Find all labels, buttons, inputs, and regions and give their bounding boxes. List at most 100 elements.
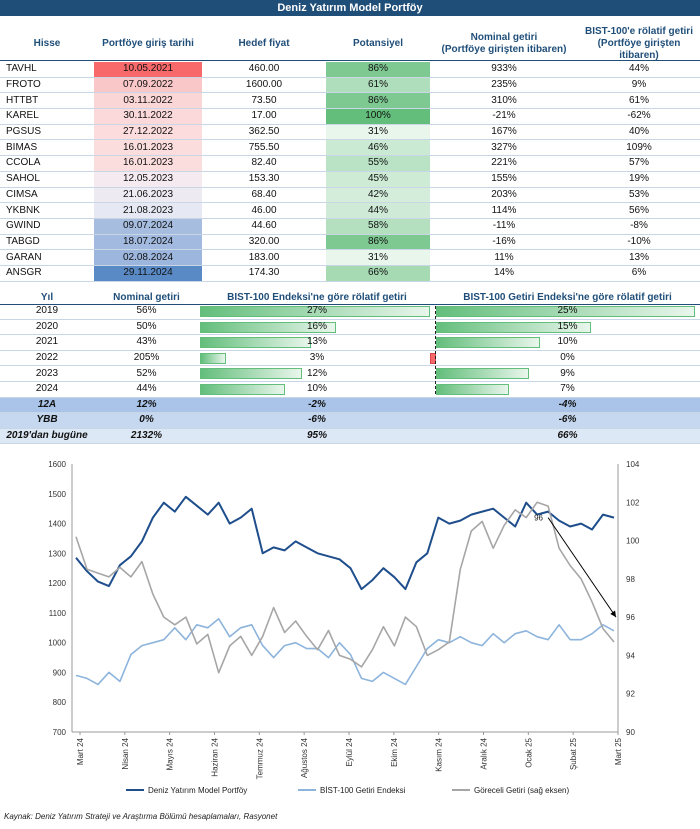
entry-date-cell: 10.05.2021	[94, 62, 202, 78]
year-cell: 2021	[0, 334, 94, 351]
entry-date-cell: 16.01.2023	[94, 139, 202, 157]
rel-bist100-cell: 10%	[199, 381, 435, 398]
x-tick-label: Mart 24	[76, 737, 85, 765]
summary-rel1-cell: -6%	[199, 412, 435, 429]
bar-label: 0%	[560, 352, 575, 364]
left-tick-label: 1000	[48, 639, 66, 648]
potential-cell: 31%	[326, 124, 430, 141]
potential-cell: 42%	[326, 187, 430, 204]
summary-row: 12A 12% -2% -4%	[0, 397, 700, 414]
x-tick-label: Kasım 24	[435, 737, 444, 771]
left-tick-label: 1200	[48, 579, 66, 588]
yearly-nominal-cell: 43%	[94, 334, 199, 351]
stock-cell: SAHOL	[0, 171, 94, 188]
table-row: TABGD 18.07.2024 320.00 86% -16% -10%	[0, 234, 700, 251]
bar-label: 13%	[306, 336, 327, 348]
table-row: 2020 50% 16% 15%	[0, 319, 700, 336]
table-row: BIMAS 16.01.2023 755.50 46% 327% 109%	[0, 139, 700, 157]
legend-label: Göreceli Getiri (sağ eksen)	[474, 786, 569, 795]
rel-bist100-return-cell: 15%	[435, 319, 700, 336]
x-tick-label: Ekim 24	[390, 737, 399, 766]
entry-date-cell: 21.06.2023	[94, 187, 202, 204]
table-row: 2023 52% 12% 9%	[0, 365, 700, 382]
relative-return-cell: 6%	[578, 265, 700, 282]
nominal-return-cell: 235%	[430, 77, 578, 94]
left-tick-label: 900	[53, 668, 67, 677]
data-bar	[436, 368, 530, 380]
summary-rel2-cell: -4%	[435, 397, 700, 414]
target-price-cell: 460.00	[202, 62, 326, 78]
summary-rel1-cell: -2%	[199, 397, 435, 414]
entry-date-cell: 29.11.2024	[94, 265, 202, 282]
table-row: CIMSA 21.06.2023 68.40 42% 203% 53%	[0, 187, 700, 204]
summary-label-cell: 2019'dan bugüne	[0, 428, 94, 445]
rel-bist100-cell: 3%	[199, 350, 435, 367]
potential-cell: 86%	[326, 62, 430, 78]
summary-rel2-cell: 66%	[435, 428, 700, 445]
entry-date-cell: 27.12.2022	[94, 124, 202, 141]
left-tick-label: 1300	[48, 549, 66, 558]
potential-cell: 44%	[326, 202, 430, 219]
rel-bist100-cell: 27%	[199, 304, 435, 320]
x-tick-label: Mart 25	[614, 737, 623, 765]
table-row: 2024 44% 10% 7%	[0, 381, 700, 398]
header-entry-date: Portföye giriş tarihi	[102, 38, 194, 49]
relative-return-cell: 57%	[578, 155, 700, 172]
target-price-cell: 320.00	[202, 234, 326, 251]
summary-row: 2019'dan bugüne 2132% 95% 66%	[0, 428, 700, 445]
nominal-return-cell: 114%	[430, 202, 578, 219]
relative-return-cell: -8%	[578, 218, 700, 235]
stock-cell: YKBNK	[0, 202, 94, 219]
x-tick-label: Eylül 24	[345, 737, 354, 766]
year-cell: 2024	[0, 381, 94, 398]
target-price-cell: 44.60	[202, 218, 326, 235]
target-price-cell: 17.00	[202, 108, 326, 125]
potential-cell: 86%	[326, 92, 430, 110]
x-tick-label: Ocak 25	[524, 737, 533, 767]
summary-rel2-cell: -6%	[435, 412, 700, 429]
potential-cell: 31%	[326, 249, 430, 266]
left-tick-label: 1100	[49, 609, 67, 618]
data-bar	[436, 383, 509, 395]
right-tick-label: 98	[626, 575, 635, 584]
potential-cell: 100%	[326, 108, 430, 125]
relative-return-cell: 53%	[578, 187, 700, 204]
right-tick-label: 94	[626, 651, 635, 660]
relative-return-cell: 13%	[578, 249, 700, 266]
entry-date-cell: 09.07.2024	[94, 218, 202, 235]
yearly-nominal-cell: 44%	[94, 381, 199, 398]
yearly-header-row: Yıl Nominal getiri BIST-100 Endeksi'ne g…	[0, 290, 700, 304]
portfolio-header-divider	[0, 60, 700, 61]
summary-label-cell: 12A	[0, 397, 94, 414]
nominal-return-cell: 11%	[430, 249, 578, 266]
header-nominal-return: Nominal getiri (Portföye girişten itibar…	[441, 32, 567, 55]
header-relative-return: BIST-100'e rölatif getiri (Portföye giri…	[585, 26, 693, 61]
nominal-return-cell: 203%	[430, 187, 578, 204]
relative-return-cell: -62%	[578, 108, 700, 125]
potential-cell: 46%	[326, 139, 430, 157]
year-cell: 2022	[0, 350, 94, 367]
target-price-cell: 153.30	[202, 171, 326, 188]
entry-date-cell: 16.01.2023	[94, 155, 202, 172]
relative-return-cell: 40%	[578, 124, 700, 141]
bar-label: 3%	[309, 352, 325, 364]
rel-bist100-return-cell: 7%	[435, 381, 700, 398]
relative-return-cell: -10%	[578, 234, 700, 251]
table-row: 2022 205% 3% 0%	[0, 350, 700, 367]
x-tick-label: Haziran 24	[211, 737, 220, 776]
target-price-cell: 46.00	[202, 202, 326, 219]
x-tick-label: Ağustos 24	[300, 737, 309, 778]
series-line-2	[75, 501, 615, 674]
data-bar	[200, 368, 303, 380]
portfolio-table: Hisse Portföye giriş tarihi Hedef fiyat …	[0, 26, 700, 282]
summary-nominal-cell: 2132%	[94, 428, 199, 445]
header-target-price: Hedef fiyat	[238, 38, 290, 49]
relative-return-cell: 9%	[578, 77, 700, 94]
x-tick-label: Mayıs 24	[166, 737, 175, 770]
rel-bist100-cell: 12%	[199, 365, 435, 382]
left-tick-label: 1600	[48, 460, 66, 469]
table-row: FROTO 07.09.2022 1600.00 61% 235% 9%	[0, 77, 700, 94]
table-row: CCOLA 16.01.2023 82.40 55% 221% 57%	[0, 155, 700, 172]
x-tick-label: Şubat 25	[569, 737, 578, 770]
legend-label: Deniz Yatırım Model Portföy	[148, 786, 247, 795]
